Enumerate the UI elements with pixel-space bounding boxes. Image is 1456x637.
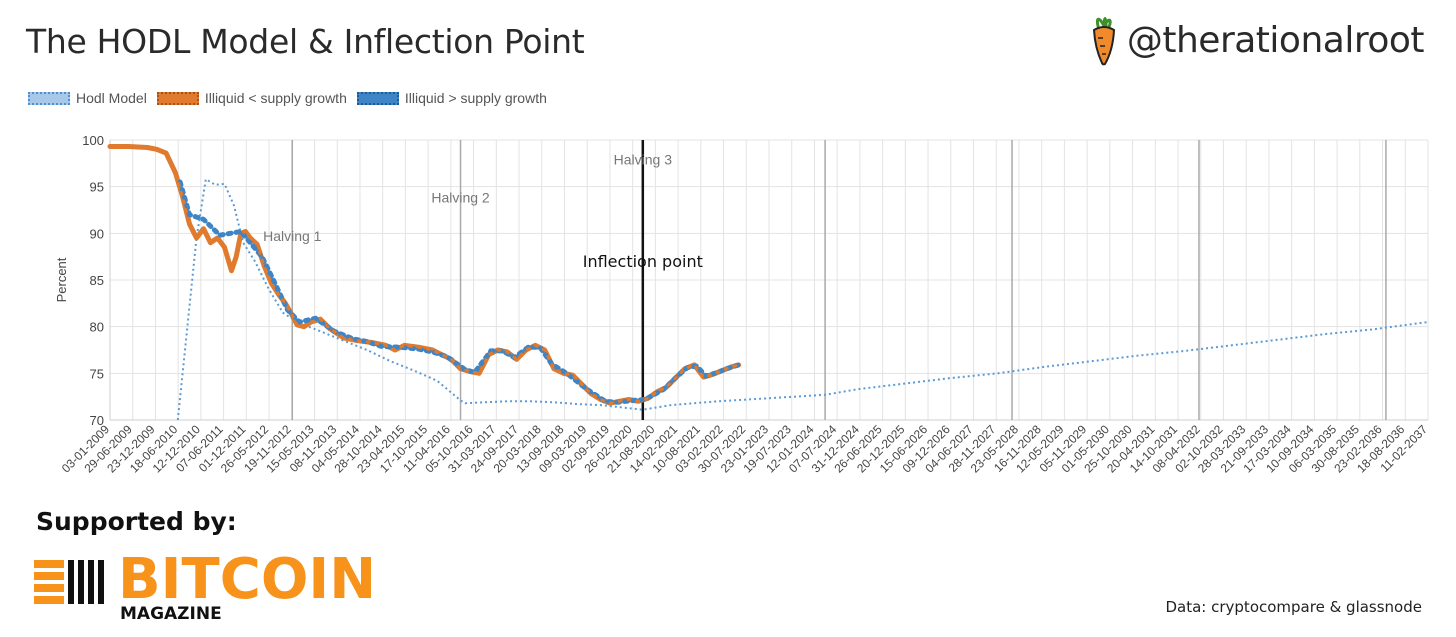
legend-item-hodl-model[interactable]: Hodl Model bbox=[28, 90, 147, 106]
legend-label-illiquid-gt: Illiquid > supply growth bbox=[404, 90, 547, 106]
legend-swatch-hodl-model bbox=[28, 91, 70, 105]
legend-label-hodl-model: Hodl Model bbox=[76, 90, 147, 106]
series-line-illiquid-lt-overlay bbox=[108, 145, 741, 405]
brand: @therationalroot bbox=[1089, 14, 1425, 66]
legend-item-illiquid-lt[interactable]: Illiquid < supply growth bbox=[156, 90, 347, 106]
supported-by-label: Supported by: bbox=[36, 507, 237, 536]
series-line-hodl-model bbox=[176, 177, 1429, 421]
hodl-chart: 70758085909510003-01-200929-06-200923-12… bbox=[54, 133, 1430, 476]
y-axis-label: Percent bbox=[54, 257, 69, 302]
magazine-stripes-icon bbox=[34, 560, 104, 604]
y-tick-label: 80 bbox=[90, 320, 104, 335]
inflection-annotation: Inflection point bbox=[583, 252, 703, 271]
y-tick-label: 85 bbox=[90, 273, 104, 288]
bitcoin-magazine-logo: BITCOIN MAGAZINE bbox=[34, 547, 376, 624]
y-tick-label: 100 bbox=[82, 133, 104, 148]
chart-title: The HODL Model & Inflection Point bbox=[26, 22, 585, 61]
y-tick-label: 95 bbox=[90, 180, 104, 195]
halving-annotation: Halving 2 bbox=[431, 190, 490, 206]
logo-main-text: BITCOIN bbox=[118, 547, 376, 612]
y-tick-label: 70 bbox=[90, 413, 104, 428]
y-tick-label: 75 bbox=[90, 366, 104, 381]
legend-label-illiquid-lt: Illiquid < supply growth bbox=[204, 90, 347, 106]
y-tick-label: 90 bbox=[90, 226, 104, 241]
legend: Hodl Model Illiquid < supply growth Illi… bbox=[28, 90, 557, 106]
logo-sub-text: MAGAZINE bbox=[120, 604, 222, 624]
legend-swatch-illiquid-lt bbox=[156, 91, 199, 105]
halving-annotation: Halving 1 bbox=[263, 228, 322, 244]
carrot-icon bbox=[1092, 17, 1115, 66]
legend-swatch-illiquid-gt bbox=[356, 91, 399, 105]
halving-annotation: Halving 3 bbox=[614, 151, 673, 167]
data-source: Data: cryptocompare & glassnode bbox=[1165, 598, 1422, 616]
legend-item-illiquid-gt[interactable]: Illiquid > supply growth bbox=[356, 90, 547, 106]
brand-handle: @therationalroot bbox=[1126, 19, 1425, 61]
